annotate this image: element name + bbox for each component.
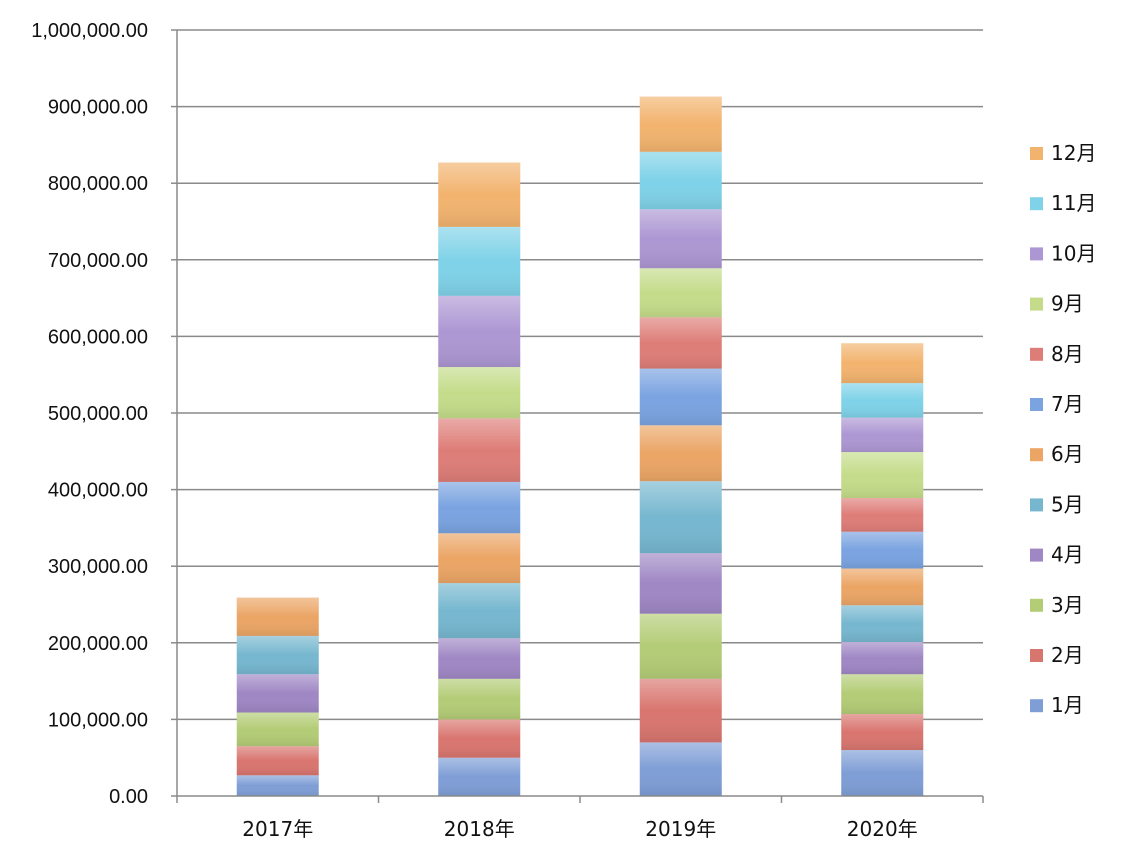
legend-label: 5月 xyxy=(1051,492,1084,516)
legend-label: 4月 xyxy=(1051,543,1084,567)
bar-segment-shade xyxy=(639,742,722,796)
y-tick-label: 0.00 xyxy=(109,786,148,808)
bar-segment-shade xyxy=(639,209,722,269)
bar-segment-shade xyxy=(639,268,722,318)
bar-segment-shade xyxy=(438,678,521,720)
bar-segment-shade xyxy=(841,452,924,499)
x-tick-label: 2020年 xyxy=(847,817,918,841)
bar-segment-shade xyxy=(438,295,521,368)
legend-swatch xyxy=(1030,147,1043,160)
y-tick-label: 200,000.00 xyxy=(48,633,148,655)
legend-label: 12月 xyxy=(1051,141,1096,165)
legend-swatch xyxy=(1030,498,1043,512)
bar-segment-shade xyxy=(236,635,319,675)
bar-segment-shade xyxy=(438,226,521,296)
y-tick-label: 400,000.00 xyxy=(48,480,148,502)
bar-segment-shade xyxy=(438,757,521,796)
legend-label: 3月 xyxy=(1051,593,1084,617)
bar-segment-shade xyxy=(841,642,924,675)
bar-segment-shade xyxy=(639,678,722,743)
bar-segment-shade xyxy=(236,712,319,747)
bar-segment-shade xyxy=(841,674,924,715)
legend-label: 8月 xyxy=(1051,342,1084,366)
bar-segment-shade xyxy=(438,367,521,419)
y-tick-label: 100,000.00 xyxy=(48,709,148,731)
bar-segment-shade xyxy=(841,568,924,606)
legend-swatch xyxy=(1030,548,1043,562)
bar-segment-shade xyxy=(639,96,722,152)
bar-segment-shade xyxy=(841,605,924,643)
bar-segment-shade xyxy=(841,343,924,384)
bar-segment-shade xyxy=(639,425,722,482)
bar-segment-shade xyxy=(236,674,319,713)
legend-label: 10月 xyxy=(1051,241,1096,265)
bar-segment-shade xyxy=(639,368,722,426)
bar-segment-shade xyxy=(236,597,319,636)
y-tick-label: 600,000.00 xyxy=(48,326,148,348)
legend-label: 11月 xyxy=(1051,191,1096,215)
bar-segment-shade xyxy=(841,714,924,751)
bar-segment-shade xyxy=(438,638,521,679)
x-tick-label: 2019年 xyxy=(645,817,716,841)
legend-swatch xyxy=(1030,448,1043,462)
legend-swatch xyxy=(1030,649,1043,662)
bar-segment-shade xyxy=(639,151,722,210)
bar-segment-shade xyxy=(438,418,521,482)
y-tick-label: 800,000.00 xyxy=(48,173,148,195)
bar-segment-shade xyxy=(236,746,319,776)
y-tick-label: 1,000,000.00 xyxy=(31,20,148,42)
bar-segment-shade xyxy=(639,613,722,679)
legend-swatch xyxy=(1030,398,1043,411)
legend-label: 7月 xyxy=(1051,392,1084,416)
bar-segment-shade xyxy=(438,719,521,758)
legend-label: 6月 xyxy=(1051,442,1084,466)
bar-segment-shade xyxy=(841,417,924,453)
legend-swatch xyxy=(1030,197,1043,211)
legend-swatch xyxy=(1030,699,1043,713)
bar-segment-shade xyxy=(841,531,924,569)
bar-segment-shade xyxy=(438,481,521,534)
y-tick-label: 500,000.00 xyxy=(48,403,148,425)
x-tick-label: 2018年 xyxy=(444,817,515,841)
legend-swatch xyxy=(1030,347,1043,361)
y-tick-label: 900,000.00 xyxy=(48,97,148,119)
bar-segment-shade xyxy=(438,162,521,227)
bar-segment-shade xyxy=(438,533,521,584)
x-tick-label: 2017年 xyxy=(242,817,313,841)
bar-segment-shade xyxy=(841,750,924,796)
y-tick-label: 300,000.00 xyxy=(48,556,148,578)
bar-segment-shade xyxy=(438,583,521,639)
bar-segment-shade xyxy=(236,775,319,796)
bar-segment-shade xyxy=(639,481,722,554)
legend: 12月 11月 10月 9月 8月 7月 6月 5月 4月 3月 2月 1月 xyxy=(1030,141,1096,717)
legend-label: 2月 xyxy=(1051,643,1084,667)
bar-segment-shade xyxy=(841,498,924,532)
legend-swatch xyxy=(1030,247,1043,261)
bar-segment-shade xyxy=(841,383,924,418)
bar-segment-shade xyxy=(639,553,722,614)
axes: 0.00 100,000.00 200,000.00 300,000.00 400,00… xyxy=(31,20,984,841)
bar-segment-shade xyxy=(639,317,722,369)
y-tick-label: 700,000.00 xyxy=(48,250,148,272)
legend-label: 1月 xyxy=(1051,693,1084,717)
legend-label: 9月 xyxy=(1051,292,1084,316)
bars xyxy=(236,96,924,796)
legend-swatch xyxy=(1030,297,1043,311)
legend-swatch xyxy=(1030,598,1043,612)
